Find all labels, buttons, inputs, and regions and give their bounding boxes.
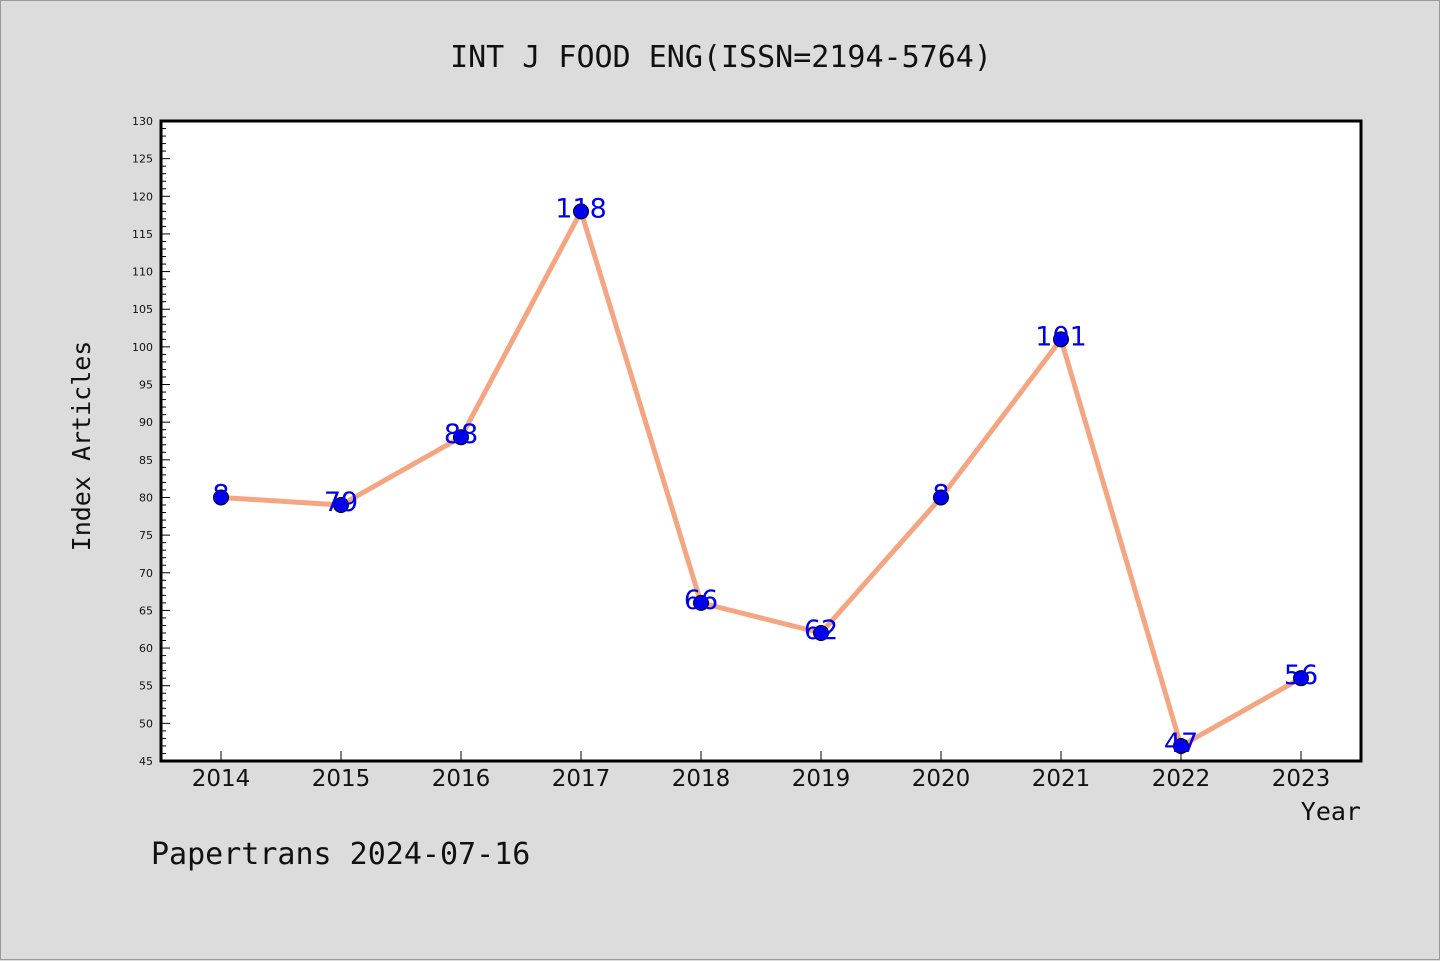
x-tick-label: 2021 bbox=[1032, 766, 1091, 792]
y-tick-label: 85 bbox=[139, 454, 153, 467]
y-tick-label: 75 bbox=[139, 529, 153, 542]
data-label: 66 bbox=[684, 585, 718, 616]
data-point bbox=[573, 203, 589, 220]
data-label: 62 bbox=[804, 615, 838, 646]
x-tick-label: 2015 bbox=[312, 766, 371, 792]
series-line bbox=[220, 208, 1303, 749]
y-tick-label: 90 bbox=[139, 416, 153, 429]
data-point bbox=[1173, 737, 1189, 754]
data-label: 79 bbox=[324, 487, 358, 518]
y-tick-label: 65 bbox=[139, 604, 153, 617]
y-tick-label: 95 bbox=[139, 379, 153, 392]
data-point bbox=[1293, 670, 1309, 687]
x-tick-label: 2019 bbox=[792, 766, 851, 792]
chart-title: INT J FOOD ENG(ISSN=2194-5764) bbox=[450, 40, 992, 75]
y-tick-label: 110 bbox=[132, 266, 153, 279]
data-label: 8 bbox=[932, 479, 949, 510]
y-tick-label: 70 bbox=[139, 567, 153, 580]
data-label: 101 bbox=[1035, 321, 1087, 352]
x-tick-label: 2016 bbox=[432, 766, 491, 792]
y-tick-label: 45 bbox=[139, 755, 153, 768]
data-point bbox=[333, 497, 349, 513]
x-tick-label: 2018 bbox=[672, 766, 731, 792]
x-axis: 2014 2015 2016 2017 2018 2019 2020 2021 2022 2023 bbox=[192, 751, 1331, 792]
y-axis: 45 50 55 60 65 70 75 80 85 90 95 100 105 110 115 120 125… bbox=[132, 115, 170, 768]
y-tick-label: 50 bbox=[139, 717, 153, 730]
footer-credit: Papertrans 2024-07-16 bbox=[151, 837, 530, 872]
x-tick-label: 2014 bbox=[192, 766, 251, 792]
y-tick-label: 105 bbox=[132, 303, 153, 316]
y-tick-label: 100 bbox=[132, 341, 153, 354]
data-label: 56 bbox=[1284, 660, 1318, 691]
x-axis-label: Year bbox=[1301, 797, 1361, 826]
y-tick-label: 55 bbox=[139, 680, 153, 693]
y-tick-label: 130 bbox=[132, 115, 153, 128]
data-label: 47 bbox=[1164, 728, 1198, 759]
series-line-group bbox=[213, 203, 1309, 754]
data-point bbox=[693, 594, 709, 611]
data-label: 118 bbox=[555, 193, 607, 224]
y-tick-label: 120 bbox=[132, 190, 153, 203]
data-point bbox=[453, 429, 469, 446]
y-tick-label: 60 bbox=[139, 642, 153, 655]
data-point bbox=[1053, 331, 1069, 348]
data-label: 88 bbox=[444, 419, 478, 450]
data-labels-group: 8 79 88 118 66 62 8 101 47 56 bbox=[212, 193, 1318, 759]
y-axis-label: Index Articles bbox=[67, 341, 96, 552]
plot-area bbox=[159, 119, 1363, 763]
y-tick-label: 115 bbox=[132, 228, 153, 241]
data-label: 8 bbox=[212, 479, 229, 510]
y-tick-label: 80 bbox=[139, 491, 153, 504]
x-tick-label: 2023 bbox=[1272, 766, 1331, 792]
x-tick-label: 2020 bbox=[912, 766, 971, 792]
x-tick-label: 2017 bbox=[552, 766, 611, 792]
y-tick-label: 125 bbox=[132, 153, 153, 166]
data-point bbox=[933, 489, 949, 506]
x-tick-label: 2022 bbox=[1152, 766, 1211, 792]
data-point bbox=[213, 489, 229, 506]
data-point bbox=[813, 625, 829, 641]
